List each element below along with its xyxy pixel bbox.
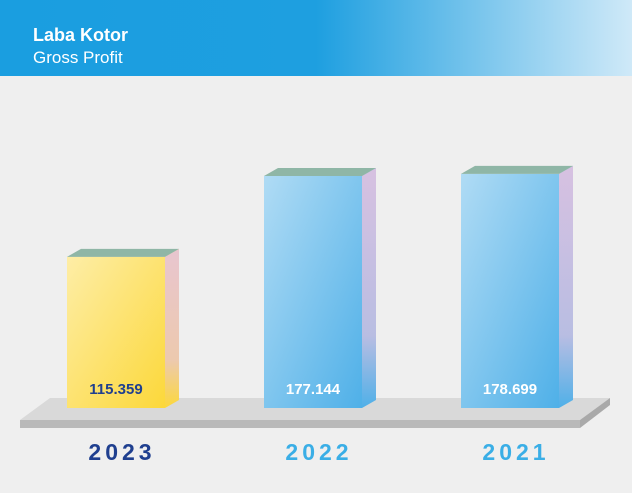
value-label: 115.359 — [89, 381, 142, 398]
bar-top — [264, 167, 376, 176]
header — [0, 0, 632, 76]
bar-shine — [67, 256, 165, 408]
value-label: 178.699 — [483, 381, 537, 398]
bar-top — [461, 165, 573, 174]
chart-title: Laba Kotor — [33, 25, 128, 45]
value-label: 177.144 — [286, 381, 341, 398]
bar-side-tint — [165, 248, 179, 408]
chart-subtitle: Gross Profit — [33, 48, 123, 67]
platform-front — [20, 420, 580, 428]
bar-side-tint — [559, 165, 573, 408]
bar-side-tint — [362, 167, 376, 408]
platform-side — [580, 398, 610, 428]
x-tick-label: 2021 — [482, 439, 549, 465]
bar-shine — [461, 173, 559, 408]
x-tick-label: 2022 — [285, 439, 352, 465]
x-tick-label: 2023 — [88, 439, 155, 465]
bar-top — [67, 248, 179, 257]
bar-shine — [264, 175, 362, 408]
